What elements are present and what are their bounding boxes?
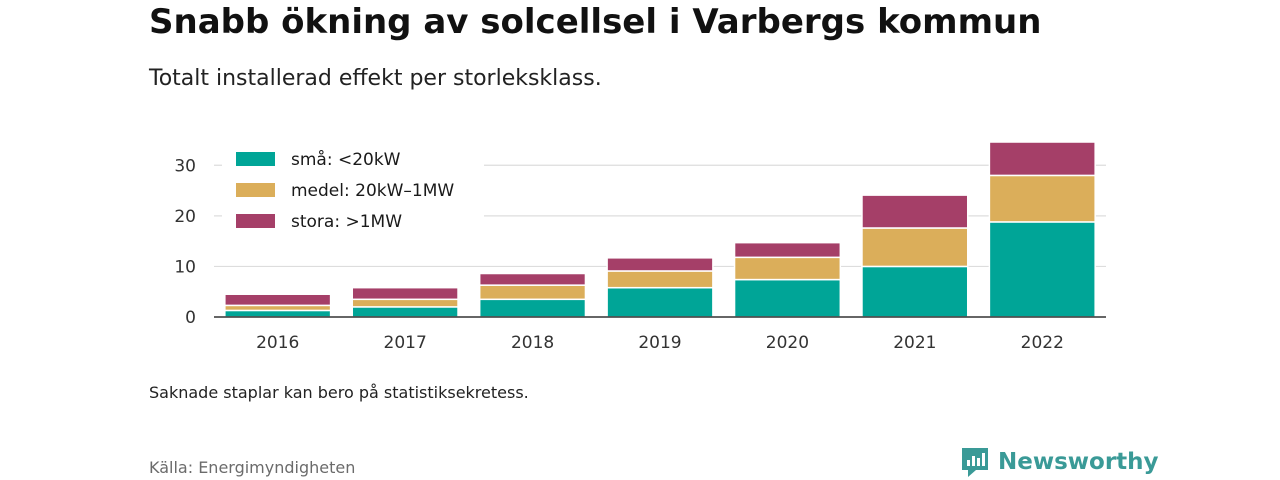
x-tick-label: 2019: [638, 333, 681, 353]
chart-title: Snabb ökning av solcellsel i Varbergs ko…: [149, 2, 1042, 42]
legend-swatch: [236, 214, 275, 228]
x-tick-label: 2022: [1021, 333, 1064, 353]
bar-segment-1: [988, 174, 1096, 223]
bar-segment-0: [606, 286, 714, 318]
legend-swatch: [236, 183, 275, 197]
bar-segment-1: [606, 270, 714, 289]
source-credit: Källa: Energimyndigheten: [149, 458, 356, 477]
bar-segment-1: [861, 227, 969, 268]
footnote: Saknade staplar kan bero på statistiksek…: [149, 383, 529, 402]
bar-segment-2: [351, 286, 459, 301]
bar-segment-2: [606, 257, 714, 272]
bar-segment-2: [988, 141, 1096, 177]
bar-segment-0: [351, 306, 459, 318]
bar-segment-0: [733, 278, 842, 318]
bar-segment-2: [224, 293, 332, 307]
bar-segment-1: [478, 284, 587, 301]
x-tick-label: 2018: [511, 333, 554, 353]
legend-label: stora: >1MW: [291, 212, 402, 232]
legend-label: medel: 20kW–1MW: [291, 181, 454, 201]
axes: 0 10 20 30 2016 2017 2018 2019 2020 2021 2022: [174, 156, 1106, 353]
newsworthy-logo-icon: [962, 448, 988, 477]
bar-segment-2: [478, 272, 587, 286]
y-tick-label: 30: [174, 156, 196, 176]
legend-swatch: [236, 152, 275, 166]
x-tick-label: 2021: [893, 333, 936, 353]
legend: små: <20kW medel: 20kW–1MW stora: >1MW: [222, 144, 484, 238]
x-tick-label: 2016: [256, 333, 299, 353]
bar-segment-1: [733, 256, 842, 281]
stacked-bar-chart: 0 10 20 30 2016 2017 2018 2019 2020 2021 2022 små:…: [174, 141, 1106, 353]
bar-segment-1: [351, 298, 459, 308]
y-tick-label: 10: [174, 257, 196, 277]
brand-name: Newsworthy: [998, 449, 1159, 475]
bars: [224, 141, 1096, 318]
x-tick-label: 2020: [766, 333, 809, 353]
bar-segment-1: [224, 304, 332, 312]
brand: Newsworthy: [960, 446, 1159, 478]
bar-segment-0: [988, 221, 1096, 318]
bar-segment-2: [733, 241, 842, 259]
x-tick-label: 2017: [384, 333, 427, 353]
bar-segment-0: [478, 298, 587, 318]
bar-segment-0: [861, 265, 969, 318]
y-tick-label: 20: [174, 207, 196, 227]
bar-segment-2: [861, 194, 969, 229]
chart-subtitle: Totalt installerad effekt per storlekskl…: [149, 66, 602, 91]
legend-label: små: <20kW: [291, 149, 401, 170]
bar-segment-0: [224, 309, 332, 318]
y-tick-label: 0: [185, 308, 196, 328]
